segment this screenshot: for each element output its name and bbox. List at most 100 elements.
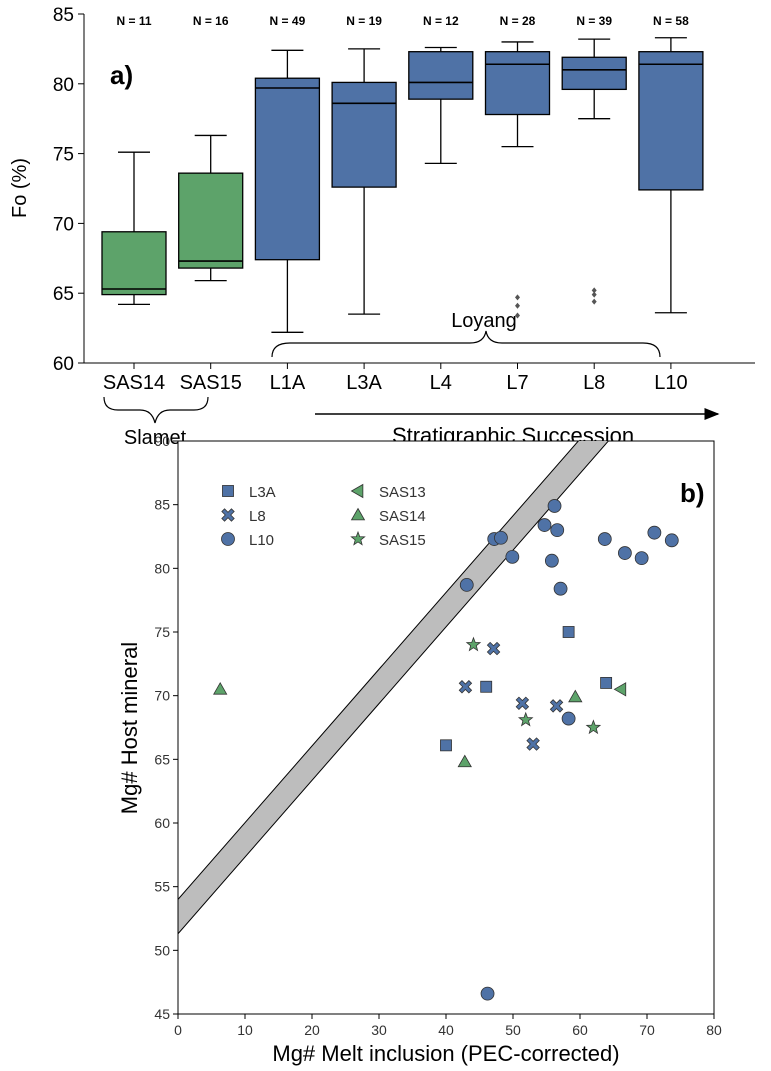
n-label: N = 11 — [116, 14, 151, 28]
loyang-label: Loyang — [451, 310, 517, 332]
y-ticks: 45 50 55 60 65 70 75 80 85 90 — [154, 433, 178, 1022]
outlier-point — [515, 312, 520, 319]
point-l10 — [553, 581, 568, 596]
y-ticks: 60 65 70 75 80 85 — [53, 5, 84, 375]
point-sas14 — [568, 689, 583, 703]
box-l7 — [484, 51, 551, 116]
y-tick-label: 80 — [154, 560, 170, 576]
point-sas14 — [457, 754, 472, 768]
y-tick-label: 70 — [53, 214, 74, 235]
x-tick-label: SAS15 — [180, 372, 242, 394]
point-l10 — [537, 518, 552, 532]
x-tick-label: 80 — [706, 1022, 722, 1038]
point-l8 — [458, 680, 473, 694]
point-l8 — [526, 737, 540, 751]
point-l10 — [561, 711, 576, 726]
x-axis-label: Mg# Melt inclusion (PEC-corrected) — [272, 1041, 619, 1066]
box-l4 — [408, 51, 474, 100]
x-ticks: SAS14 SAS15 L1A L3A L4 L7 L8 L10 — [103, 363, 688, 394]
point-l10 — [480, 986, 495, 1001]
box-sas14 — [101, 231, 167, 296]
outlier-point — [515, 302, 520, 309]
point-sas13 — [613, 682, 627, 697]
x-tick-label: L7 — [506, 372, 528, 394]
outlier-point — [591, 291, 597, 298]
x-tick-label: 0 — [174, 1022, 182, 1038]
x-tick-label: 60 — [572, 1022, 588, 1038]
x-tick-label: 50 — [505, 1022, 521, 1038]
legend-marker-l10 — [221, 532, 235, 546]
point-l10 — [597, 532, 612, 546]
y-tick-label: 75 — [53, 145, 74, 166]
y-tick-label: 60 — [53, 354, 74, 375]
legend-marker-l3a — [222, 485, 234, 497]
x-tick-label: SAS14 — [103, 372, 165, 394]
slamet-label: Slamet — [124, 427, 187, 449]
box-l10 — [638, 51, 704, 191]
y-tick-label: 45 — [154, 1006, 170, 1022]
plot-frame — [177, 440, 715, 1015]
n-label: N = 39 — [576, 14, 612, 28]
point-sas15 — [585, 719, 602, 735]
point-l10 — [664, 533, 679, 548]
y-axis-label: Mg# Host mineral — [117, 642, 142, 814]
y-axis-label: Fo (%) — [9, 158, 31, 218]
legend-label-sas14: SAS14 — [379, 508, 426, 525]
n-labels: N = 11 N = 16 N = 49 N = 19 N = 12 N = 28 N = … — [116, 14, 689, 28]
point-l10 — [547, 499, 562, 513]
n-label: N = 12 — [423, 14, 459, 28]
legend-marker-sas14 — [350, 507, 366, 521]
legend-label-sas13: SAS13 — [379, 484, 426, 501]
point-l10 — [544, 553, 559, 568]
x-tick-label: 40 — [438, 1022, 454, 1038]
point-l10 — [634, 551, 649, 566]
y-tick-label: 75 — [154, 624, 170, 640]
point-l3a — [562, 626, 575, 638]
y-tick-label: 85 — [53, 5, 74, 26]
point-l10 — [647, 525, 662, 540]
legend-marker-sas15 — [350, 530, 366, 546]
legend: L3A L8 L10 SAS13 SAS14 SAS15 — [221, 483, 426, 549]
point-l10 — [494, 530, 508, 545]
point-sas15 — [517, 711, 534, 727]
legend-marker-sas13 — [350, 483, 364, 499]
y-tick-label: 90 — [154, 433, 170, 449]
x-ticks: 0 10 20 30 40 50 60 70 80 — [174, 1014, 722, 1038]
point-l8 — [486, 641, 501, 656]
x-tick-label: 10 — [237, 1022, 253, 1038]
n-label: N = 19 — [346, 14, 382, 28]
outlier-point — [591, 287, 597, 294]
point-l8 — [549, 699, 564, 713]
box-l3a — [331, 81, 397, 188]
loyang-brace — [271, 330, 661, 358]
panel-label-a: a) — [110, 60, 133, 90]
point-l3a — [440, 739, 452, 752]
x-tick-label: 30 — [371, 1022, 387, 1038]
y-tick-label: 80 — [53, 75, 74, 96]
n-label: N = 16 — [193, 14, 229, 28]
point-l10 — [617, 546, 632, 560]
legend-label-sas15: SAS15 — [379, 532, 426, 549]
box-sas15 — [178, 172, 244, 269]
x-tick-label: L4 — [430, 372, 452, 394]
n-label: N = 28 — [500, 14, 536, 28]
panel-b: 0 10 20 30 40 50 60 70 80 45 50 55 60 65 70 75 80 85 90 M… — [117, 433, 722, 1066]
point-l10 — [459, 577, 474, 592]
box-group — [101, 37, 704, 333]
x-tick-label: 20 — [304, 1022, 320, 1038]
legend-label-l10: L10 — [249, 532, 274, 549]
legend-label-l3a: L3A — [249, 484, 276, 501]
x-tick-label: 70 — [639, 1022, 655, 1038]
x-tick-label: L10 — [654, 372, 687, 394]
outlier-point — [515, 294, 520, 301]
legend-marker-l8 — [221, 508, 235, 522]
y-tick-label: 85 — [154, 497, 170, 513]
point-l8 — [515, 696, 530, 711]
legend-label-l8: L8 — [249, 508, 266, 525]
n-label: N = 49 — [270, 14, 306, 28]
y-tick-label: 50 — [154, 942, 170, 958]
y-tick-label: 60 — [154, 815, 170, 831]
x-tick-label: L1A — [270, 372, 306, 394]
point-l3a — [600, 677, 613, 689]
panel-a: N = 11 N = 16 N = 49 N = 19 N = 12 N = 28 N = … — [9, 5, 755, 449]
